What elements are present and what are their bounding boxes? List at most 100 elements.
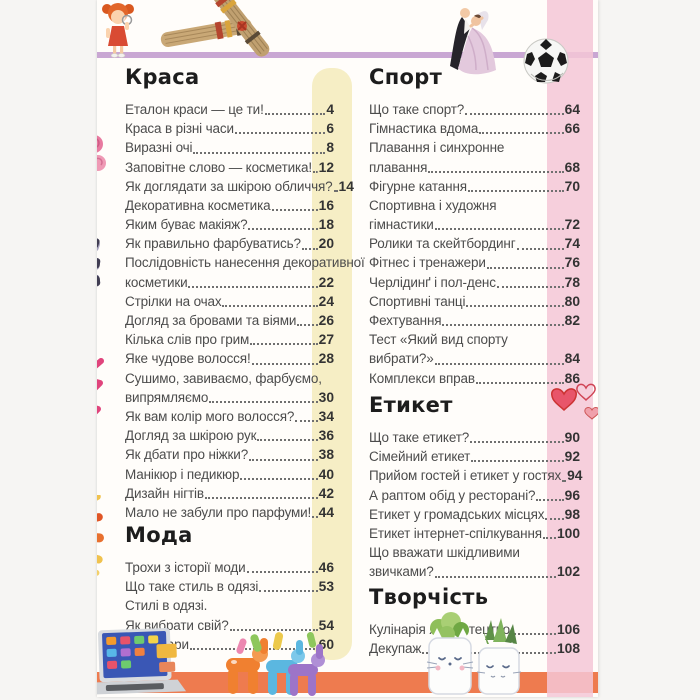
entry-page-number: 20 xyxy=(318,236,334,252)
toc-entry: Плавання і синхронне xyxy=(369,138,580,157)
entry-title: Етикет інтернет-спілкування xyxy=(369,525,542,541)
entry-page-number: 4 xyxy=(326,101,334,117)
toc-column-right: Спорт Що таке спорт? 64 Гімнастика вдома 66 П… xyxy=(369,0,583,697)
entry-title: Мало не забули про парфуми! xyxy=(125,504,312,520)
dot-leader xyxy=(271,209,318,212)
dancing-couple-art xyxy=(450,8,496,75)
dot-leader xyxy=(434,575,556,578)
section-sport: Спорт Що таке спорт? 64 Гімнастика вдома 66 П… xyxy=(369,64,580,388)
entry-page-number: 102 xyxy=(556,564,580,580)
entry-page-number: 100 xyxy=(556,525,580,541)
entry-title: Що вважати шкідливими xyxy=(369,545,520,561)
entry-page-number: 82 xyxy=(564,313,580,329)
entry-title: Виразні очі xyxy=(125,140,193,156)
toc-entry: Манікюр і педикюр 40 xyxy=(125,465,334,484)
toc-entry: плавання 68 xyxy=(369,158,580,177)
entry-title: Спортивна і художня xyxy=(369,197,497,213)
dot-leader xyxy=(209,401,318,403)
entry-page-number: 98 xyxy=(564,506,580,522)
toc-entry: Етикет у громадських місцях 98 xyxy=(369,505,580,524)
toc-entry: Що таке стиль в одязі 53 xyxy=(125,577,334,596)
dot-leader xyxy=(188,285,318,288)
entry-page-number: 68 xyxy=(564,159,580,175)
toc-entry: Мало не забули про парфуми! 44 xyxy=(125,503,334,522)
entry-title: Як дбати про ніжки? xyxy=(125,447,249,463)
top-purple-rule xyxy=(97,52,598,58)
dot-leader xyxy=(312,516,318,519)
entry-title: Краса в різні часи xyxy=(125,121,234,137)
hearts-doodle-art xyxy=(551,383,598,420)
entry-title: Комплекси вправ xyxy=(369,370,475,386)
dot-leader xyxy=(434,228,564,231)
dot-leader xyxy=(193,151,326,154)
entry-page-number: 14 xyxy=(338,178,354,194)
dot-leader xyxy=(250,343,318,346)
toc-entry: Фітнес і тренажери 76 xyxy=(369,254,580,273)
entry-title: Догляд за бровами та віями xyxy=(125,313,297,329)
entry-title: Етикет у громадських місцях xyxy=(369,506,545,522)
entry-page-number: 53 xyxy=(318,579,334,595)
entry-title: Сушимо, завиваємо, фарбуємо, xyxy=(125,370,322,386)
toc-entry: Черлідинґ і пол-денс 78 xyxy=(369,273,580,292)
entry-page-number: 36 xyxy=(318,428,334,444)
entry-title: косметики xyxy=(125,274,188,290)
entry-title: Трохи з історії моди xyxy=(125,559,246,575)
eyeshadow-palette-art xyxy=(97,232,101,290)
toc-entry: Еталон краси — це ти! 4 xyxy=(125,100,334,119)
entry-page-number: 26 xyxy=(318,313,334,329)
dot-leader xyxy=(516,247,564,250)
entry-page-number: 94 xyxy=(567,468,583,484)
dot-leader xyxy=(313,170,318,173)
entry-page-number: 72 xyxy=(564,217,580,233)
entry-page-number: 40 xyxy=(318,466,334,482)
entry-page-number: 30 xyxy=(318,389,334,405)
soccer-ball-art xyxy=(523,38,569,84)
dot-leader xyxy=(465,113,564,116)
entry-page-number: 12 xyxy=(318,159,334,175)
dot-leader xyxy=(295,420,318,423)
toc-entry: гімнастики 72 xyxy=(369,215,580,234)
toc-entry: Етикет інтернет-спілкування 100 xyxy=(369,524,580,543)
entry-page-number: 76 xyxy=(564,255,580,271)
entry-title: Тест «Який вид спорту xyxy=(369,332,508,348)
entry-title: Черлідинґ і пол-денс xyxy=(369,274,496,290)
section-krasa: Краса Еталон краси — це ти! 4 Краса в різні… xyxy=(125,64,365,522)
toc-entry: Що таке спорт? 64 xyxy=(369,100,580,119)
toc-entry: Що вважати шкідливими xyxy=(369,543,580,562)
toc-entry: косметики 22 xyxy=(125,273,334,292)
entry-title: Ролики та скейтбординг xyxy=(369,236,516,252)
entry-page-number: 24 xyxy=(318,293,334,309)
toc-entry: Догляд за бровами та віями 26 xyxy=(125,311,334,330)
girl-character-art xyxy=(102,3,134,58)
toc-entry: Виразні очі 8 xyxy=(125,138,334,157)
entry-title: Яке чудове волосся! xyxy=(125,351,251,367)
entry-page-number: 96 xyxy=(564,487,580,503)
dot-leader xyxy=(222,305,318,308)
dot-leader xyxy=(467,189,564,192)
dot-leader xyxy=(434,362,564,365)
dot-leader xyxy=(542,537,556,540)
dot-leader xyxy=(471,460,564,463)
laptop-art xyxy=(97,627,187,695)
toc-entry: Спортивна і художня xyxy=(369,196,580,215)
entry-title: Яким буває макіяж? xyxy=(125,217,248,233)
entry-title: звичками? xyxy=(369,564,434,580)
dot-leader xyxy=(257,439,318,442)
dot-leader xyxy=(246,571,318,574)
entry-title: Декоративна косметика xyxy=(125,197,271,213)
entry-title: Як доглядати за шкірою обличчя? xyxy=(125,178,333,194)
dot-leader xyxy=(475,381,564,384)
entry-page-number: 46 xyxy=(318,559,334,575)
entry-page-number: 92 xyxy=(564,449,580,465)
dot-leader xyxy=(333,189,338,192)
entry-title: Фігурне катання xyxy=(369,178,467,194)
entry-title: вибрати?» xyxy=(369,351,434,367)
toc-entry: Стрілки на очах 24 xyxy=(125,292,334,311)
cat-plant-pots-art xyxy=(426,612,521,695)
dot-leader xyxy=(264,113,326,116)
dot-leader xyxy=(249,458,318,461)
left-page-number-stripe xyxy=(312,68,352,660)
toc-entry: Заповітне слово — косметика! 12 xyxy=(125,158,334,177)
entry-page-number: 28 xyxy=(318,351,334,367)
